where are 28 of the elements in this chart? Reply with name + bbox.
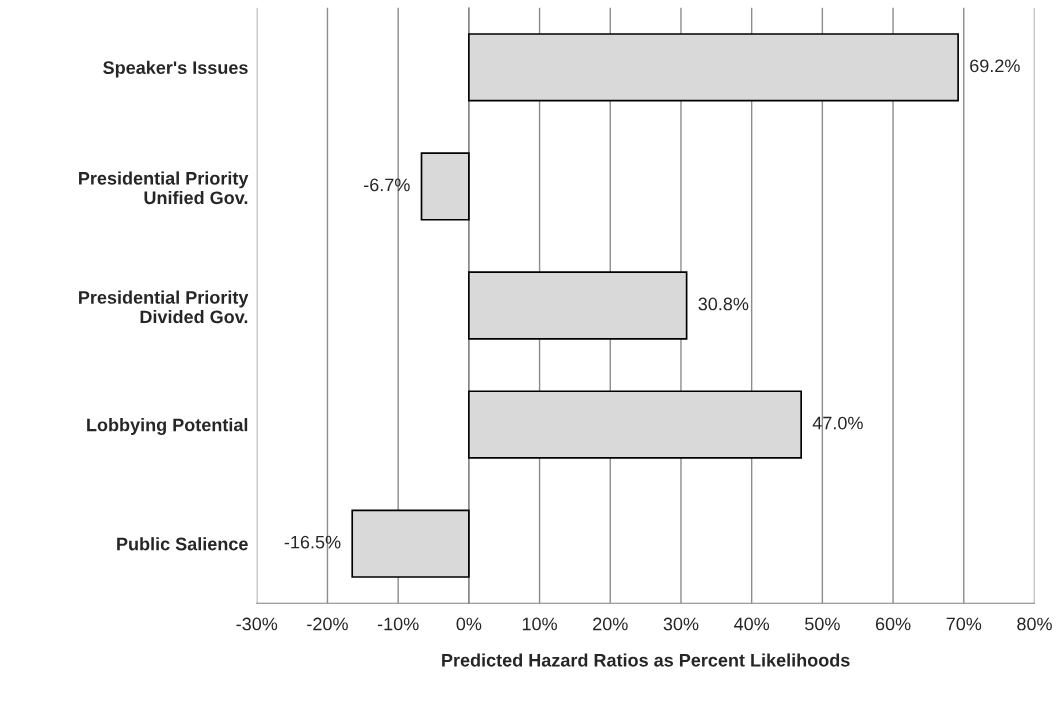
data-label: -16.5% [284, 535, 341, 549]
y-tick-label: Lobbying Potential [87, 418, 248, 435]
x-axis-title: Predicted Hazard Ratios as Percent Likelihoods [442, 653, 850, 667]
x-tick-label: 30% [663, 617, 699, 631]
y-tick-label: Speaker's Issues [103, 60, 248, 78]
bar [468, 390, 802, 459]
bar [468, 271, 688, 340]
y-tick-label: Public Salience [117, 537, 248, 551]
x-tick-label: 20% [593, 617, 628, 631]
x-tick-label: 40% [734, 617, 770, 631]
x-tick-label: -20% [307, 617, 348, 631]
x-tick-label: 70% [946, 617, 982, 631]
x-tick-label: -30% [236, 617, 278, 631]
data-label: -6.7% [364, 178, 410, 192]
x-tick-label: -10% [377, 617, 419, 631]
x-tick-label: 10% [522, 617, 557, 631]
data-label: 30.8% [698, 297, 749, 311]
x-tick-label: 80% [1017, 617, 1052, 631]
y-tick-label: Presidential Priority Unified Gov. [79, 171, 249, 205]
bar [468, 33, 959, 102]
data-label: 47.0% [812, 416, 863, 430]
bar [420, 152, 470, 221]
x-tick-label: 60% [875, 617, 911, 631]
x-tick-label: 0% [456, 617, 482, 631]
bar [351, 509, 470, 578]
y-tick-label: Presidential Priority Divided Gov. [79, 290, 249, 324]
x-tick-label: 50% [805, 617, 840, 631]
data-label: 69.2% [970, 59, 1020, 73]
